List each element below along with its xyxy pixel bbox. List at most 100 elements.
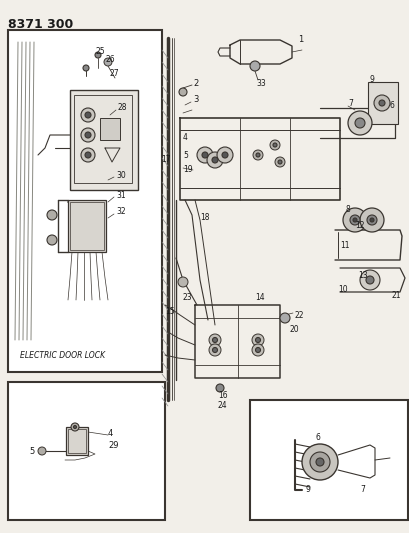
- Circle shape: [315, 458, 323, 466]
- Text: 9: 9: [305, 486, 310, 495]
- Circle shape: [277, 160, 281, 164]
- Bar: [8, 382, 164, 520]
- Text: 13: 13: [357, 271, 367, 279]
- Text: 8: 8: [345, 206, 350, 214]
- Circle shape: [85, 112, 91, 118]
- Circle shape: [359, 208, 383, 232]
- Circle shape: [378, 100, 384, 106]
- Text: 6: 6: [389, 101, 394, 109]
- Circle shape: [216, 384, 223, 392]
- Circle shape: [196, 147, 213, 163]
- Circle shape: [301, 444, 337, 480]
- Circle shape: [81, 108, 95, 122]
- Circle shape: [252, 344, 263, 356]
- Text: 12: 12: [354, 221, 364, 230]
- Circle shape: [81, 148, 95, 162]
- Circle shape: [85, 152, 91, 158]
- Text: 1: 1: [297, 36, 303, 44]
- Text: 3: 3: [193, 95, 198, 104]
- Text: 31: 31: [116, 190, 125, 199]
- Circle shape: [309, 452, 329, 472]
- Bar: [70, 90, 138, 190]
- Text: 21: 21: [391, 290, 400, 300]
- Circle shape: [272, 143, 276, 147]
- Circle shape: [369, 218, 373, 222]
- Circle shape: [249, 61, 259, 71]
- Text: 28: 28: [118, 103, 127, 112]
- Text: 7: 7: [359, 486, 364, 495]
- Circle shape: [274, 157, 284, 167]
- Circle shape: [270, 140, 279, 150]
- Text: 4: 4: [108, 429, 113, 438]
- Text: 9: 9: [369, 76, 374, 85]
- Circle shape: [352, 218, 356, 222]
- Circle shape: [73, 425, 76, 429]
- Text: 27: 27: [110, 69, 119, 77]
- Circle shape: [342, 208, 366, 232]
- Circle shape: [83, 65, 89, 71]
- Bar: [100, 118, 120, 140]
- Circle shape: [212, 337, 217, 343]
- Text: 14: 14: [254, 294, 264, 303]
- Circle shape: [354, 118, 364, 128]
- Text: 10: 10: [337, 286, 347, 295]
- Circle shape: [104, 58, 112, 66]
- Circle shape: [216, 147, 232, 163]
- Text: 5: 5: [30, 448, 35, 456]
- Text: 20: 20: [289, 326, 299, 335]
- Bar: [66, 427, 88, 455]
- Circle shape: [85, 132, 91, 138]
- Circle shape: [47, 210, 57, 220]
- Bar: [249, 400, 407, 520]
- Text: 5: 5: [182, 150, 187, 159]
- Text: 18: 18: [200, 214, 209, 222]
- Text: 19: 19: [182, 166, 192, 174]
- Circle shape: [349, 215, 359, 225]
- Text: 30: 30: [116, 171, 126, 180]
- Circle shape: [255, 153, 259, 157]
- Bar: [68, 429, 86, 453]
- Circle shape: [252, 334, 263, 346]
- Text: 11: 11: [339, 240, 348, 249]
- Text: 2: 2: [193, 78, 198, 87]
- Circle shape: [209, 344, 220, 356]
- Circle shape: [255, 337, 260, 343]
- Circle shape: [252, 150, 262, 160]
- Bar: [70, 202, 104, 250]
- Circle shape: [178, 277, 188, 287]
- Circle shape: [209, 334, 220, 346]
- Bar: [8, 30, 162, 372]
- Text: 23: 23: [182, 294, 192, 303]
- Text: 29: 29: [108, 440, 118, 449]
- Text: 17: 17: [161, 156, 170, 165]
- Circle shape: [373, 95, 389, 111]
- Text: 33: 33: [255, 78, 265, 87]
- Text: 22: 22: [294, 311, 304, 319]
- Circle shape: [366, 215, 376, 225]
- Circle shape: [71, 423, 79, 431]
- Text: 8371 300: 8371 300: [8, 18, 73, 31]
- Circle shape: [38, 447, 46, 455]
- Text: 24: 24: [218, 401, 227, 410]
- Bar: [74, 95, 132, 183]
- Circle shape: [212, 348, 217, 352]
- Circle shape: [202, 152, 207, 158]
- Circle shape: [347, 111, 371, 135]
- Circle shape: [365, 276, 373, 284]
- Circle shape: [179, 88, 187, 96]
- Circle shape: [95, 52, 101, 58]
- Circle shape: [255, 348, 260, 352]
- Bar: [68, 200, 106, 252]
- Circle shape: [81, 128, 95, 142]
- Text: 16: 16: [218, 391, 227, 400]
- Circle shape: [279, 313, 289, 323]
- Text: ELECTRIC DOOR LOCK: ELECTRIC DOOR LOCK: [20, 351, 105, 360]
- Text: 32: 32: [116, 207, 125, 216]
- Text: 25: 25: [96, 47, 106, 56]
- Text: 6: 6: [315, 432, 320, 441]
- Bar: [367, 82, 397, 124]
- Text: 7: 7: [347, 99, 352, 108]
- Text: 26: 26: [106, 54, 115, 63]
- Circle shape: [359, 270, 379, 290]
- Circle shape: [221, 152, 227, 158]
